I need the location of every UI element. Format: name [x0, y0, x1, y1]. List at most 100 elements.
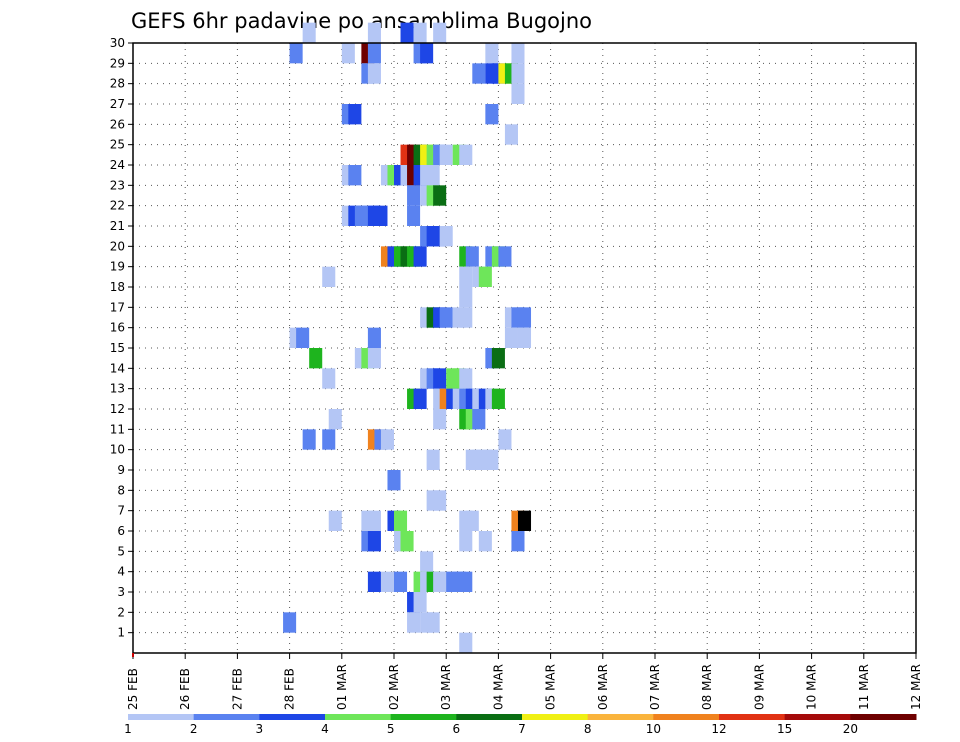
heatmap-cell	[348, 165, 362, 186]
heatmap-cell	[400, 22, 414, 43]
x-tick-label: 28 FEB	[283, 668, 297, 710]
heatmap-cell	[459, 266, 473, 287]
legend-swatch	[587, 714, 654, 720]
heatmap-cell	[283, 612, 297, 633]
y-tick-label: 16	[110, 321, 125, 335]
heatmap-cell	[465, 510, 479, 531]
chart-title: GEFS 6hr padavine po ansamblima Bugojno	[131, 9, 592, 33]
heatmap-cell	[459, 307, 473, 328]
heatmap-cell	[367, 571, 381, 592]
y-tick-label: 5	[117, 544, 125, 558]
legend-swatch	[850, 714, 917, 720]
legend-label: 7	[518, 722, 526, 736]
heatmap-cell	[459, 531, 473, 552]
legend-swatch	[128, 714, 195, 720]
x-tick-label: 26 FEB	[178, 668, 192, 710]
x-axis: 25 FEB 26 FEB 27 FEB 28 FEB 01 MAR 02 MAR 03 M…	[126, 653, 923, 710]
heatmap-cell	[439, 307, 453, 328]
legend-swatch	[390, 714, 457, 720]
heatmap-cell	[367, 348, 381, 369]
y-tick-label: 11	[110, 422, 125, 436]
y-tick-label: 21	[110, 219, 125, 233]
legend-label: 10	[646, 722, 661, 736]
heatmap-cell	[459, 144, 473, 165]
heatmap-cell	[517, 327, 532, 348]
heatmap-cell	[380, 571, 394, 592]
legend-label: 1	[124, 722, 132, 736]
x-tick-label: 05 MAR	[544, 664, 558, 710]
y-tick-label: 12	[110, 402, 125, 416]
heatmap-cell	[367, 43, 381, 64]
heatmap-cell	[465, 246, 479, 267]
y-tick-label: 19	[110, 260, 125, 274]
heatmap-cell	[511, 63, 525, 84]
heatmap-cell	[302, 429, 316, 450]
heatmap-cell	[433, 490, 447, 511]
y-tick-label: 10	[110, 443, 125, 457]
x-tick-label: 03 MAR	[439, 664, 453, 710]
legend-swatch	[719, 714, 786, 720]
heatmap-cell	[504, 327, 518, 348]
heatmap-cell	[413, 592, 427, 613]
heatmap-cell	[328, 409, 342, 430]
legend-swatch	[522, 714, 589, 720]
x-tick-label: 11 MAR	[857, 664, 871, 710]
y-tick-label: 2	[117, 605, 125, 619]
legend-swatch	[653, 714, 720, 720]
heatmap-cell	[511, 531, 525, 552]
heatmap-cell	[459, 571, 473, 592]
y-tick-label: 27	[110, 97, 125, 111]
x-tick-label: 02 MAR	[387, 664, 401, 710]
legend-label: 15	[777, 722, 792, 736]
heatmap-cell	[302, 22, 316, 43]
heatmap-cell	[309, 348, 323, 369]
heatmap-cell	[322, 266, 336, 287]
heatmap-cell	[485, 104, 499, 125]
heatmap-cell	[478, 266, 492, 287]
heatmap-cell	[433, 409, 447, 430]
x-tick-label: 12 MAR	[909, 664, 923, 710]
heatmap-cell	[433, 368, 447, 389]
heatmap-cell	[504, 124, 518, 145]
heatmap-cell	[413, 22, 427, 43]
heatmap-cell	[367, 327, 381, 348]
y-tick-label: 20	[110, 239, 125, 253]
heatmap-cells	[283, 22, 532, 653]
y-tick-label: 8	[117, 483, 125, 497]
heatmap-cell	[426, 612, 440, 633]
x-tick-label: 25 FEB	[126, 668, 140, 710]
y-tick-label: 30	[110, 36, 125, 50]
legend-label: 20	[843, 722, 858, 736]
heatmap-cell	[517, 510, 532, 531]
legend-label: 6	[453, 722, 461, 736]
heatmap-cell	[433, 185, 447, 206]
heatmap-cell	[459, 632, 473, 653]
y-tick-label: 18	[110, 280, 125, 294]
x-tick-label: 06 MAR	[596, 664, 610, 710]
y-tick-label: 9	[117, 463, 125, 477]
heatmap-cell	[472, 63, 486, 84]
heatmap-cell	[498, 429, 512, 450]
heatmap-cell	[420, 551, 434, 572]
heatmap-cell	[491, 348, 505, 369]
heatmap-cell	[485, 43, 499, 64]
heatmap-cell	[374, 205, 388, 226]
y-tick-label: 7	[117, 504, 125, 518]
heatmap-cell	[459, 368, 473, 389]
legend-label: 5	[387, 722, 395, 736]
heatmap-cell	[296, 327, 310, 348]
heatmap-cell	[328, 510, 342, 531]
heatmap-cell	[433, 22, 447, 43]
y-tick-label: 13	[110, 382, 125, 396]
heatmap-cell	[472, 409, 486, 430]
legend-swatch	[193, 714, 260, 720]
y-tick-label: 28	[110, 77, 125, 91]
legend-swatch	[784, 714, 851, 720]
heatmap-cell	[407, 612, 421, 633]
y-tick-label: 1	[117, 626, 125, 640]
heatmap-cell	[485, 449, 499, 470]
x-tick-label: 10 MAR	[805, 664, 819, 710]
heatmap-cell	[439, 226, 453, 247]
y-tick-label: 22	[110, 199, 125, 213]
